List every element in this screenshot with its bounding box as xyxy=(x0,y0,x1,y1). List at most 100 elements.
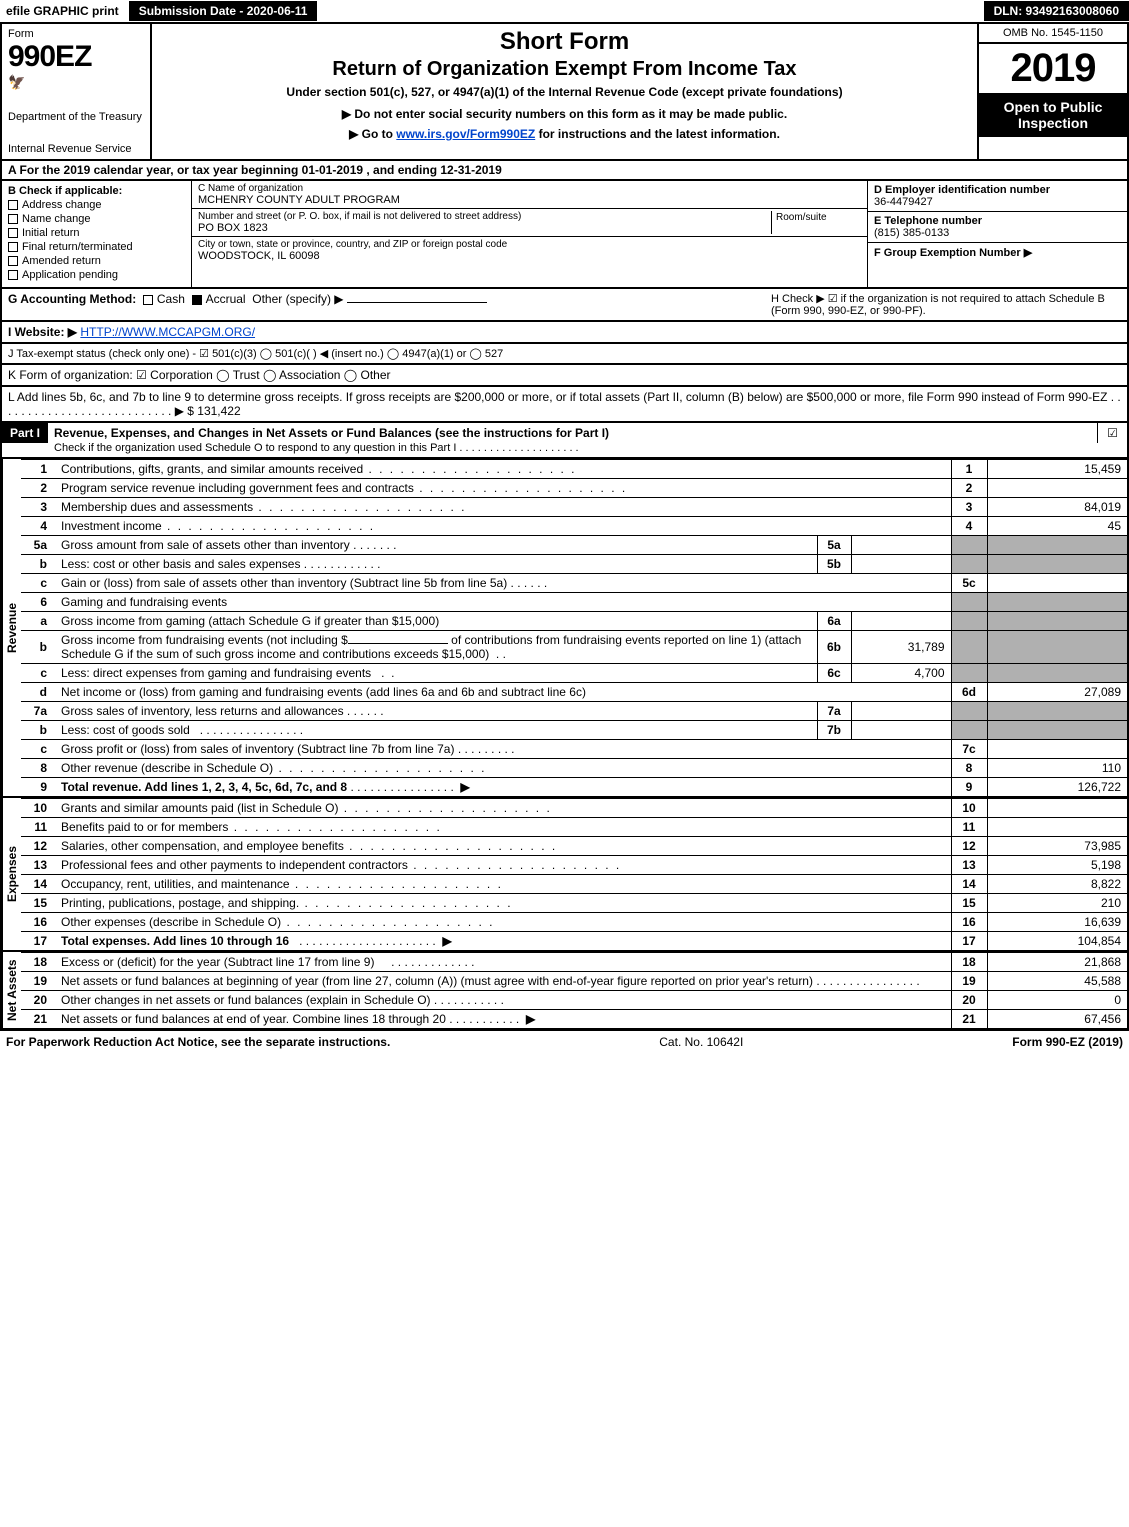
table-row: 8Other revenue (describe in Schedule O)8… xyxy=(21,759,1127,778)
table-row: 20Other changes in net assets or fund ba… xyxy=(21,991,1127,1010)
netassets-section: Net Assets 18Excess or (deficit) for the… xyxy=(0,952,1129,1030)
f-row: F Group Exemption Number ▶ xyxy=(868,243,1127,262)
table-row: 12Salaries, other compensation, and empl… xyxy=(21,837,1127,856)
table-row: 1Contributions, gifts, grants, and simil… xyxy=(21,460,1127,479)
revenue-vlabel: Revenue xyxy=(2,459,21,796)
form-number: 990EZ xyxy=(8,40,144,74)
block-d-e-f: D Employer identification number 36-4479… xyxy=(867,181,1127,287)
dept-label: Department of the Treasury xyxy=(8,111,144,123)
goto-post: for instructions and the latest informat… xyxy=(535,127,780,141)
chk-final-return[interactable]: Final return/terminated xyxy=(8,241,185,253)
efile-label[interactable]: efile GRAPHIC print xyxy=(0,2,125,20)
table-row: 4Investment income445 xyxy=(21,517,1127,536)
line-l: L Add lines 5b, 6c, and 7b to line 9 to … xyxy=(0,387,1129,423)
table-row: 19Net assets or fund balances at beginni… xyxy=(21,972,1127,991)
goto-pre: ▶ Go to xyxy=(349,127,396,141)
d-value: 36-4479427 xyxy=(874,196,1121,208)
table-row: bGross income from fundraising events (n… xyxy=(21,631,1127,664)
table-row: 17Total expenses. Add lines 10 through 1… xyxy=(21,932,1127,951)
netassets-vlabel: Net Assets xyxy=(2,952,21,1028)
expenses-table: 10Grants and similar amounts paid (list … xyxy=(21,798,1127,950)
title-main: Short Form xyxy=(160,28,969,56)
l-value: 131,422 xyxy=(197,404,240,418)
form-label: Form xyxy=(8,28,144,40)
table-row: bLess: cost of goods sold . . . . . . . … xyxy=(21,721,1127,740)
part-chk[interactable]: ☑ xyxy=(1097,423,1127,443)
line-j: J Tax-exempt status (check only one) - ☑… xyxy=(0,344,1129,365)
form-header-right: OMB No. 1545-1150 2019 Open to Public In… xyxy=(977,24,1127,159)
line-a: A For the 2019 calendar year, or tax yea… xyxy=(0,161,1129,181)
form-no: Form 990-EZ (2019) xyxy=(1012,1035,1123,1049)
table-row: cLess: direct expenses from gaming and f… xyxy=(21,664,1127,683)
under-section: Under section 501(c), 527, or 4947(a)(1)… xyxy=(160,85,969,99)
netassets-table: 18Excess or (deficit) for the year (Subt… xyxy=(21,952,1127,1028)
chk-name-change[interactable]: Name change xyxy=(8,213,185,225)
table-row: 5aGross amount from sale of assets other… xyxy=(21,536,1127,555)
top-bar: efile GRAPHIC print Submission Date - 20… xyxy=(0,0,1129,24)
i-label: I Website: ▶ xyxy=(8,325,77,339)
irs-label: Internal Revenue Service xyxy=(8,143,144,155)
g-other: Other (specify) ▶ xyxy=(252,292,343,306)
ssn-note: ▶ Do not enter social security numbers o… xyxy=(160,107,969,121)
g-other-input[interactable] xyxy=(347,302,487,303)
table-row: bLess: cost or other basis and sales exp… xyxy=(21,555,1127,574)
table-row: 6Gaming and fundraising events xyxy=(21,593,1127,612)
table-row: 13Professional fees and other payments t… xyxy=(21,856,1127,875)
table-row: 3Membership dues and assessments384,019 xyxy=(21,498,1127,517)
part-1-header: Part I Revenue, Expenses, and Changes in… xyxy=(0,423,1129,459)
paperwork-notice: For Paperwork Reduction Act Notice, see … xyxy=(6,1035,390,1049)
table-row: 18Excess or (deficit) for the year (Subt… xyxy=(21,953,1127,972)
chk-accrual[interactable] xyxy=(192,295,202,305)
l6b-input[interactable] xyxy=(348,643,448,644)
chk-cash[interactable] xyxy=(143,295,153,305)
chk-amended-return[interactable]: Amended return xyxy=(8,255,185,267)
c-room-label: Room/suite xyxy=(776,212,827,223)
chk-address-change[interactable]: Address change xyxy=(8,199,185,211)
line-g: G Accounting Method: Cash Accrual Other … xyxy=(8,292,487,317)
goto-link[interactable]: www.irs.gov/Form990EZ xyxy=(396,127,535,141)
expenses-vlabel: Expenses xyxy=(2,798,21,950)
g-cash: Cash xyxy=(157,292,185,306)
table-row: cGain or (loss) from sale of assets othe… xyxy=(21,574,1127,593)
form-header: Form 990EZ 🦅 Department of the Treasury … xyxy=(0,24,1129,161)
l-text: L Add lines 5b, 6c, and 7b to line 9 to … xyxy=(8,390,1121,418)
table-row: 11Benefits paid to or for members11 xyxy=(21,818,1127,837)
cat-no: Cat. No. 10642I xyxy=(659,1035,743,1049)
d-row: D Employer identification number 36-4479… xyxy=(868,181,1127,212)
irs-logo-icon: 🦅 xyxy=(8,74,144,91)
c-name-value: MCHENRY COUNTY ADULT PROGRAM xyxy=(198,194,861,206)
revenue-table: 1Contributions, gifts, grants, and simil… xyxy=(21,459,1127,796)
table-row: dNet income or (loss) from gaming and fu… xyxy=(21,683,1127,702)
arrow-icon: ▶ xyxy=(442,934,451,948)
goto-line: ▶ Go to www.irs.gov/Form990EZ for instru… xyxy=(160,127,969,141)
i-website-link[interactable]: HTTP://WWW.MCCAPGM.ORG/ xyxy=(80,325,255,339)
g-label: G Accounting Method: xyxy=(8,292,136,306)
page-footer: For Paperwork Reduction Act Notice, see … xyxy=(0,1030,1129,1053)
block-b: B Check if applicable: Address change Na… xyxy=(2,181,192,287)
table-row: 14Occupancy, rent, utilities, and mainte… xyxy=(21,875,1127,894)
table-row: 15Printing, publications, postage, and s… xyxy=(21,894,1127,913)
omb-number: OMB No. 1545-1150 xyxy=(979,24,1127,44)
line-g-h: G Accounting Method: Cash Accrual Other … xyxy=(0,289,1129,322)
c-city-label: City or town, state or province, country… xyxy=(198,239,861,250)
e-value: (815) 385-0133 xyxy=(874,227,1121,239)
chk-application-pending[interactable]: Application pending xyxy=(8,269,185,281)
e-label: E Telephone number xyxy=(874,215,1121,227)
table-row: 9Total revenue. Add lines 1, 2, 3, 4, 5c… xyxy=(21,778,1127,797)
open-public: Open to Public Inspection xyxy=(979,93,1127,137)
b-label: B Check if applicable: xyxy=(8,185,185,197)
submission-date: Submission Date - 2020-06-11 xyxy=(129,1,318,21)
c-city-value: WOODSTOCK, IL 60098 xyxy=(198,250,861,262)
line-i: I Website: ▶ HTTP://WWW.MCCAPGM.ORG/ xyxy=(0,322,1129,344)
tax-year: 2019 xyxy=(979,44,1127,93)
form-header-center: Short Form Return of Organization Exempt… xyxy=(152,24,977,159)
chk-initial-return[interactable]: Initial return xyxy=(8,227,185,239)
table-row: 7aGross sales of inventory, less returns… xyxy=(21,702,1127,721)
revenue-section: Revenue 1Contributions, gifts, grants, a… xyxy=(0,459,1129,798)
arrow-icon: ▶ xyxy=(460,780,469,794)
c-addr-value: PO BOX 1823 xyxy=(198,222,771,234)
table-row: 2Program service revenue including gover… xyxy=(21,479,1127,498)
title-sub: Return of Organization Exempt From Incom… xyxy=(160,58,969,81)
g-accrual: Accrual xyxy=(206,292,246,306)
d-label: D Employer identification number xyxy=(874,184,1121,196)
